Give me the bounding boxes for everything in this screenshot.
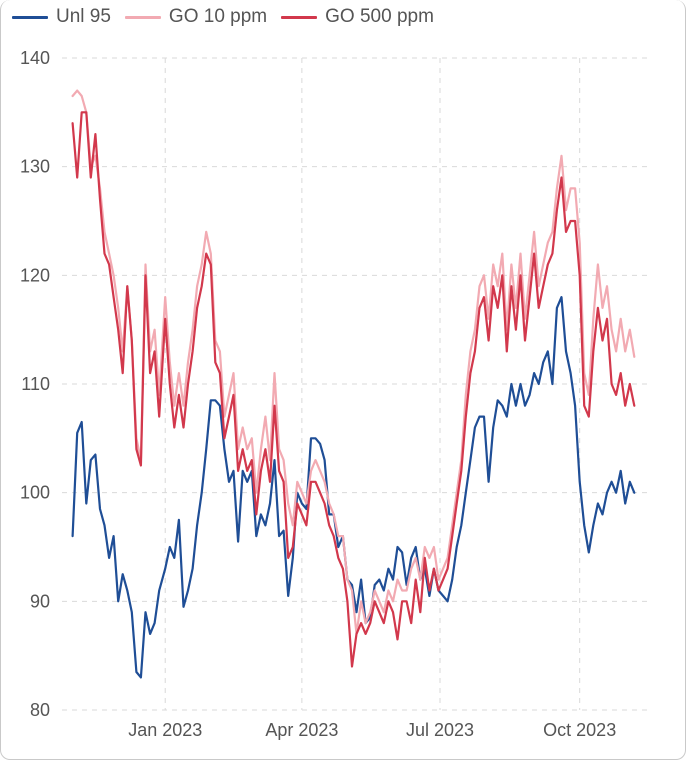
series-line-unl-95 — [71, 296, 636, 679]
x-tick-label: Oct 2023 — [543, 720, 616, 740]
y-tick-label: 140 — [20, 48, 50, 68]
legend-label: GO 10 ppm — [168, 6, 268, 27]
y-tick-label: 100 — [20, 483, 50, 503]
legend-label: Unl 95 — [56, 6, 111, 27]
legend-swatch — [12, 15, 48, 19]
x-tick-label: Jan 2023 — [128, 720, 202, 740]
series-lines — [71, 89, 636, 679]
y-tick-label: 110 — [21, 374, 50, 394]
y-axis-tick-labels: 80 90 100 110 120 130 140 — [20, 48, 50, 720]
series-line-go-500-ppm — [71, 111, 636, 668]
y-tick-label: 130 — [20, 157, 50, 177]
legend-label: GO 500 ppm — [325, 6, 434, 27]
y-tick-label: 90 — [30, 591, 50, 611]
y-tick-label: 120 — [20, 265, 50, 285]
legend-item: Unl 95 — [12, 6, 111, 28]
x-tick-label: Jul 2023 — [406, 720, 474, 740]
x-tick-label: Apr 2023 — [265, 720, 338, 740]
x-axis-tick-labels: Jan 2023 Apr 2023 Jul 2023 Oct 2023 — [128, 720, 616, 740]
legend-swatch — [281, 15, 318, 19]
y-tick-label: 80 — [30, 700, 50, 720]
legend: Unl 95 GO 10 ppm GO 500 ppm — [12, 2, 448, 32]
series-line-go-10-ppm — [71, 89, 636, 635]
legend-item: GO 500 ppm — [281, 6, 434, 28]
legend-swatch — [124, 15, 161, 19]
legend-item: GO 10 ppm — [124, 6, 268, 28]
